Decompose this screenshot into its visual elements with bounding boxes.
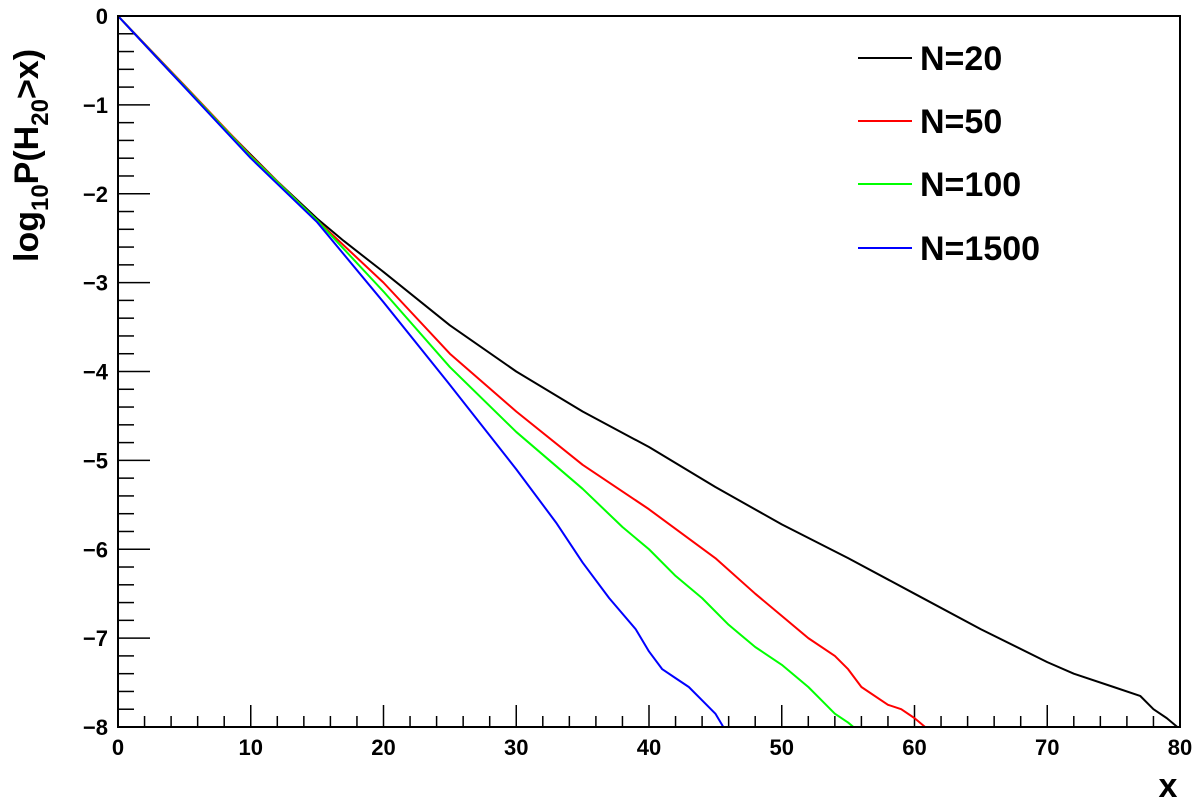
x-tick-label: 50 <box>770 735 794 760</box>
x-tick-label: 70 <box>1035 735 1059 760</box>
y-tick-labels: 0 −1 −2 −3 −4 −5 −6 −7 −8 <box>83 4 109 740</box>
x-tick-label: 20 <box>371 735 395 760</box>
x-tick-label: 60 <box>902 735 926 760</box>
x-tick-label: 40 <box>637 735 661 760</box>
legend: N=20 N=50 N=100 N=1500 <box>858 40 1040 268</box>
legend-label-n100: N=100 <box>920 166 1021 204</box>
y-tick-label: 0 <box>96 4 108 29</box>
y-tick-label: −1 <box>83 93 108 118</box>
y-tick-label: −3 <box>83 271 108 296</box>
x-tick-label: 80 <box>1168 735 1192 760</box>
legend-label-n50: N=50 <box>920 103 1002 141</box>
y-tick-label: −8 <box>83 715 108 740</box>
x-tick-label: 0 <box>112 735 124 760</box>
axes <box>117 15 1181 728</box>
y-axis-title-log: log <box>8 211 46 262</box>
y-tick-label: −6 <box>83 537 108 562</box>
x-tick-label: 30 <box>504 735 528 760</box>
series-line-n-100 <box>117 15 855 728</box>
y-axis-title: log10P(H20>x) <box>8 49 54 262</box>
y-tick-label: −4 <box>83 360 109 385</box>
y-tick-label: −7 <box>83 626 108 651</box>
plot-frame <box>117 15 1181 728</box>
legend-label-n20: N=20 <box>920 40 1002 78</box>
y-tick-label: −2 <box>83 182 108 207</box>
x-axis-title: x <box>1159 767 1178 803</box>
y-axis-title-mid: P(H <box>8 126 46 185</box>
y-axis-title-sub10: 10 <box>27 184 54 211</box>
x-tick-label: 10 <box>239 735 263 760</box>
y-axis-title-end: >x) <box>8 49 46 99</box>
x-tick-labels: 0 10 20 30 40 50 60 70 80 <box>112 735 1192 760</box>
series-line-n-50 <box>117 15 926 728</box>
y-axis-title-sub20: 20 <box>27 99 54 126</box>
legend-label-n1500: N=1500 <box>920 230 1040 268</box>
series-layer <box>117 15 1180 728</box>
series-line-n-1500 <box>117 15 1180 728</box>
y-tick-label: −5 <box>83 448 108 473</box>
